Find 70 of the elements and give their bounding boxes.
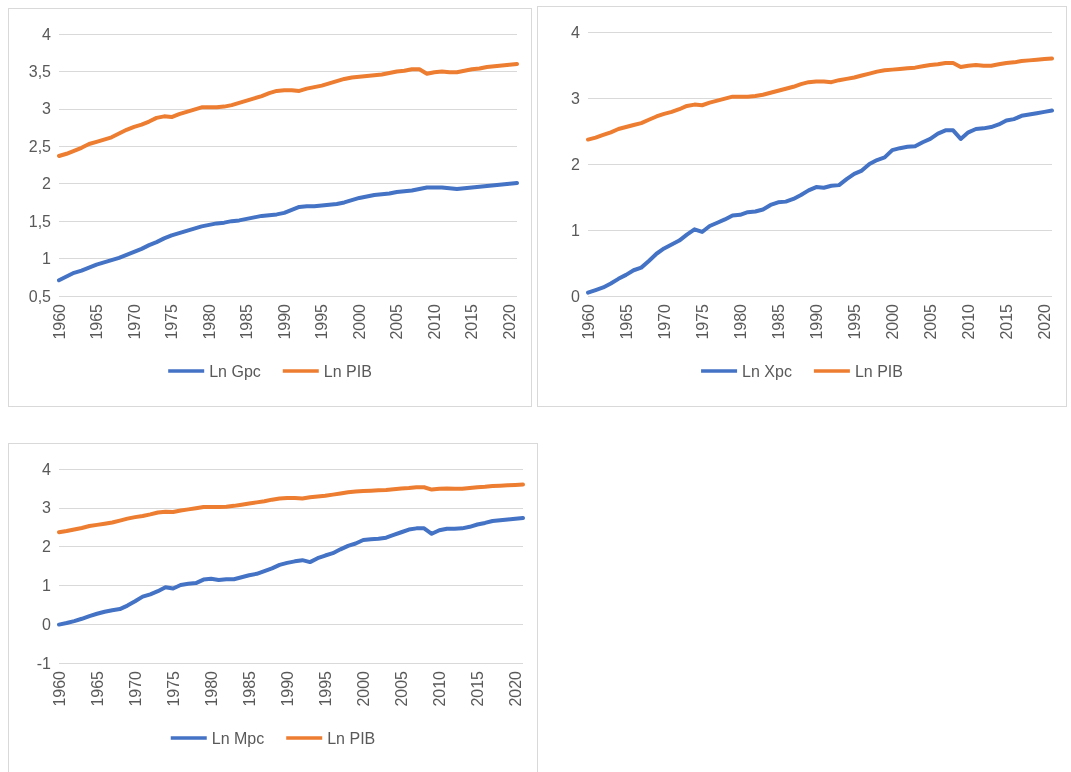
x-tick-label: 1960 [50,670,68,707]
y-tick-label: 3 [571,89,581,107]
x-tick-label: 1975 [163,303,181,340]
line-series [57,482,525,535]
x-tick-label: 2020 [1035,303,1053,340]
x-tick-label: 1975 [164,670,182,707]
x-tick-label: 1965 [88,303,106,340]
y-tick-label: 4 [42,460,52,478]
line-series [57,61,519,159]
x-tick-label: 2015 [468,670,486,707]
legend-label: Ln Gpc [209,362,261,380]
x-tick-label: 1965 [617,303,635,340]
x-tick-label: 2000 [883,303,901,340]
x-tick-label: 1960 [50,303,68,340]
legend-label: Ln PIB [854,362,903,380]
line-series [57,515,525,627]
x-tick-label: 2000 [350,303,368,340]
x-tick-label: 1990 [275,303,293,340]
y-tick-label: 1 [42,250,52,268]
y-tick-label: 2,5 [28,137,52,155]
x-tick-label: 1990 [807,303,825,340]
y-tick-label: 1 [571,221,581,239]
y-tick-label: 3 [42,499,52,517]
y-tick-label: 1 [42,576,52,594]
x-tick-label: 1980 [731,303,749,340]
x-tick-label: 2015 [463,303,481,340]
legend-label: Ln PIB [327,729,376,747]
y-tick-label: 1,5 [28,212,52,230]
y-tick-label: 4 [571,23,581,41]
legend-label: Ln Xpc [742,362,792,380]
y-tick-label: 0 [42,615,52,633]
x-tick-label: 1980 [200,303,218,340]
y-tick-label: 3,5 [28,62,52,80]
x-tick-label: 1985 [769,303,787,340]
line-series [57,180,519,283]
x-tick-label: 1970 [125,303,143,340]
x-tick-label: 1970 [655,303,673,340]
y-tick-label: 2 [42,175,52,193]
x-tick-label: 1960 [579,303,597,340]
x-tick-label: 1980 [202,670,220,707]
x-tick-label: 2000 [354,670,372,707]
x-tick-label: 2005 [388,303,406,340]
legend-label: Ln Mpc [211,729,265,747]
y-tick-label: 2 [571,155,581,173]
x-tick-label: 1990 [278,670,296,707]
x-tick-label: 1995 [316,670,334,707]
line-series [586,108,1054,295]
y-tick-label: 2 [42,538,52,556]
y-tick-label: 0,5 [28,287,52,305]
line-series [586,56,1054,142]
x-tick-label: 2020 [506,670,524,707]
x-tick-label: 1995 [313,303,331,340]
x-tick-label: 1995 [845,303,863,340]
x-tick-label: 2005 [392,670,410,707]
y-tick-label: 3 [42,100,52,118]
x-tick-label: 1985 [238,303,256,340]
y-tick-label: 0 [571,287,581,305]
x-tick-label: 2015 [997,303,1015,340]
legend-label: Ln PIB [323,362,372,380]
x-tick-label: 1970 [126,670,144,707]
x-tick-label: 1975 [693,303,711,340]
x-tick-label: 1965 [88,670,106,707]
y-tick-label: -1 [36,654,52,672]
x-tick-label: 2010 [430,670,448,707]
x-tick-label: 2005 [921,303,939,340]
x-tick-label: 2020 [500,303,518,340]
x-tick-label: 1985 [240,670,258,707]
x-tick-label: 2010 [959,303,977,340]
x-tick-label: 2010 [425,303,443,340]
y-tick-label: 4 [42,25,52,43]
